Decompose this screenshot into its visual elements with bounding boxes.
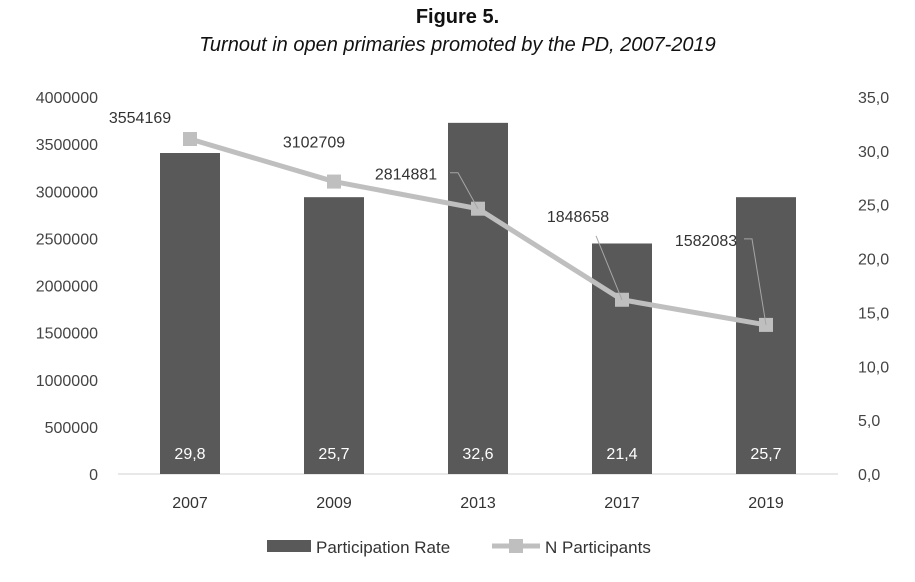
line-value-label: 3102709 bbox=[283, 135, 345, 152]
bar bbox=[592, 243, 652, 474]
x-axis-category-label: 2019 bbox=[748, 495, 784, 512]
bar bbox=[448, 122, 508, 474]
right-axis-tick-label: 0,0 bbox=[858, 467, 880, 484]
left-axis-tick-label: 3000000 bbox=[36, 184, 98, 201]
right-axis-tick-label: 10,0 bbox=[858, 359, 889, 376]
left-axis-tick-label: 2500000 bbox=[36, 231, 98, 248]
bar-value-label: 29,8 bbox=[174, 446, 205, 463]
line-marker bbox=[327, 174, 341, 189]
bar bbox=[304, 197, 364, 474]
left-axis-tick-label: 1500000 bbox=[36, 326, 98, 343]
x-axis-category-label: 2007 bbox=[172, 495, 208, 512]
line-value-label: 3554169 bbox=[109, 110, 171, 127]
bar bbox=[160, 153, 220, 475]
left-axis-tick-label: 0 bbox=[89, 467, 98, 484]
right-axis-tick-label: 15,0 bbox=[858, 305, 889, 322]
x-axis-category-label: 2009 bbox=[316, 495, 352, 512]
left-axis-tick-label: 500000 bbox=[45, 420, 98, 437]
legend-label-line: N Participants bbox=[545, 538, 651, 557]
chart-title: Figure 5. bbox=[415, 6, 500, 28]
legend-label-bar: Participation Rate bbox=[316, 538, 450, 557]
line-value-label: 2814881 bbox=[375, 167, 437, 184]
right-axis-tick-label: 5,0 bbox=[858, 413, 880, 430]
right-axis-tick-label: 35,0 bbox=[858, 90, 889, 107]
bar-value-label: 32,6 bbox=[462, 446, 493, 463]
leader-line bbox=[744, 238, 767, 325]
left-axis-tick-label: 2000000 bbox=[36, 279, 98, 296]
bar-value-label: 25,7 bbox=[750, 446, 781, 463]
x-axis-category-label: 2017 bbox=[604, 495, 640, 512]
left-axis-tick-label: 3500000 bbox=[36, 137, 98, 154]
line-value-label: 1848658 bbox=[547, 209, 609, 226]
leader-line bbox=[595, 235, 623, 300]
bar-value-label: 21,4 bbox=[606, 446, 637, 463]
left-axis-tick-label: 4000000 bbox=[36, 90, 98, 107]
bar bbox=[736, 197, 796, 474]
legend-swatch-marker bbox=[509, 539, 523, 553]
bar-value-label: 25,7 bbox=[318, 446, 349, 463]
leader-line bbox=[450, 172, 479, 209]
x-axis-category-label: 2013 bbox=[460, 495, 496, 512]
line-marker bbox=[183, 132, 197, 147]
right-axis-tick-label: 30,0 bbox=[858, 144, 889, 161]
chart-subtitle: Turnout in open primaries promoted by th… bbox=[199, 34, 716, 56]
right-axis-tick-label: 20,0 bbox=[858, 252, 889, 269]
left-axis-tick-label: 1000000 bbox=[36, 373, 98, 390]
right-axis-tick-label: 25,0 bbox=[858, 198, 889, 215]
line-value-label: 1582083 bbox=[675, 233, 737, 250]
legend-swatch-bar bbox=[267, 540, 311, 552]
